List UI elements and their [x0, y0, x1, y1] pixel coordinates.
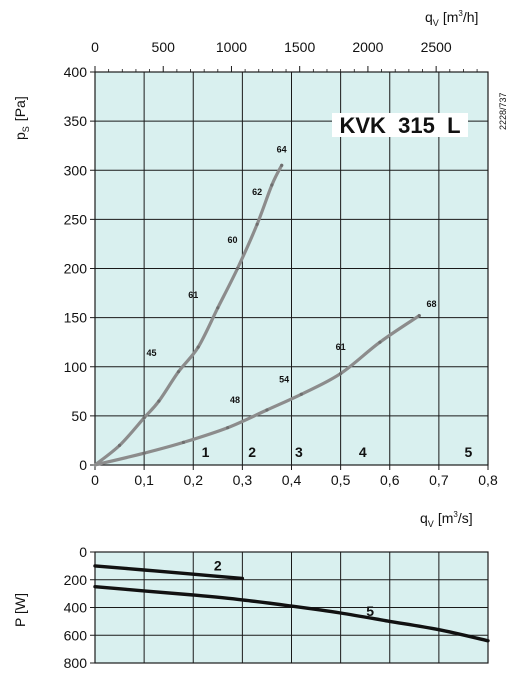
- power-y-axis-title: P [W]: [12, 593, 28, 627]
- power-curve-label: 2: [214, 558, 222, 574]
- top-x-tick-label: 0: [91, 39, 99, 55]
- pressure-curve-point: [142, 416, 146, 420]
- top-x-tick-label: 1500: [284, 39, 315, 55]
- x-tick-label: 0: [91, 472, 99, 488]
- speed-zone-label: 4: [359, 444, 367, 460]
- power-curve-label: 5: [366, 603, 374, 619]
- sound-level-label: 60: [228, 235, 238, 245]
- power-y-tick-label: 600: [64, 627, 88, 643]
- pressure-curves: [93, 163, 421, 467]
- pressure-curve-point: [176, 370, 181, 374]
- sound-level-label: 48: [230, 395, 240, 405]
- pressure-ticks: 0 0,1 0,2 0,3 0,4 0,5 0,6 0,7 0,8050100150200250…: [64, 39, 498, 488]
- title-box: [332, 113, 468, 137]
- y-tick-label: 300: [64, 162, 88, 178]
- sound-level-label: 62: [252, 187, 262, 197]
- top-x-tick-label: 2000: [352, 39, 383, 55]
- y-tick-label: 150: [64, 310, 88, 326]
- sound-level-label: 68: [426, 299, 436, 309]
- sound-level-label: 54: [279, 374, 289, 384]
- sound-level-label: 64: [277, 145, 287, 155]
- x-tick-label: 0,2: [184, 472, 204, 488]
- sound-level-label: 61: [188, 290, 198, 300]
- power-curve-5: [93, 585, 490, 643]
- pressure-curve-point: [216, 306, 220, 310]
- power-y-tick-label: 400: [64, 600, 88, 616]
- top-x-axis-title: qV [m3/h]: [425, 9, 478, 28]
- pressure-curve-point: [196, 345, 200, 349]
- pressure-curve-point: [226, 426, 230, 430]
- pressure-curve-point: [181, 440, 186, 445]
- x-tick-label: 0,4: [282, 472, 302, 488]
- pressure-curve-point: [142, 451, 146, 455]
- pressure-curve-point: [339, 372, 343, 376]
- x-tick-label: 0,5: [331, 472, 351, 488]
- power-ticks: 0 200 400 600 800: [64, 544, 95, 671]
- pressure-curve-point: [157, 399, 161, 403]
- speed-zone-label: 3: [295, 444, 303, 460]
- pressure-curve-point: [265, 408, 269, 412]
- top-x-tick-label: 2500: [421, 39, 452, 55]
- pressure-curve-point: [270, 183, 274, 187]
- y-tick-label: 400: [64, 64, 88, 80]
- pressure-curve-point: [280, 163, 284, 167]
- power-curves: [93, 564, 490, 643]
- pressure-curve-point: [235, 266, 240, 271]
- x-tick-label: 0,6: [380, 472, 400, 488]
- pressure-curve-point: [378, 340, 382, 344]
- top-x-tick-label: 500: [152, 39, 176, 55]
- power-y-tick-label: 800: [64, 655, 88, 671]
- x-tick-label: 0,3: [233, 472, 253, 488]
- y-tick-label: 50: [71, 408, 87, 424]
- power-annotations: 25: [214, 558, 374, 619]
- x-tick-label: 0,7: [429, 472, 449, 488]
- side-code: 2228/737: [498, 92, 508, 130]
- power-y-tick-label: 200: [64, 572, 88, 588]
- pressure-curve-point: [255, 222, 259, 226]
- speed-zone-label: 5: [464, 444, 472, 460]
- pressure-y-axis-title: pS[Pa]: [12, 96, 31, 140]
- speed-zone-label: 1: [202, 444, 210, 460]
- speed-zone-labels: 1 2 3 4 5: [202, 444, 473, 460]
- y-tick-label: 0: [79, 457, 87, 473]
- pressure-curve-point: [417, 314, 421, 318]
- y-tick-label: 250: [64, 211, 88, 227]
- y-tick-label: 350: [64, 113, 88, 129]
- y-tick-label: 100: [64, 359, 88, 375]
- power-curve-2: [93, 564, 245, 581]
- chart-title: KVK 315 L: [339, 113, 460, 138]
- sound-level-label: 45: [146, 348, 156, 358]
- x-tick-label: 0,1: [134, 472, 154, 488]
- bottom-x-axis-title: qV [m3/s]: [420, 510, 473, 529]
- pressure-annotations: 64 62 60 61 45 48 54 61 68: [146, 145, 436, 406]
- sound-level-label: 61: [336, 342, 346, 352]
- speed-zone-label: 2: [248, 444, 256, 460]
- y-tick-label: 200: [64, 261, 88, 277]
- x-tick-label: 0,8: [478, 472, 498, 488]
- top-x-tick-label: 1000: [216, 39, 247, 55]
- pressure-curve-point: [117, 443, 122, 447]
- power-y-tick-label: 0: [79, 544, 87, 560]
- pressure-curve-point: [299, 392, 303, 396]
